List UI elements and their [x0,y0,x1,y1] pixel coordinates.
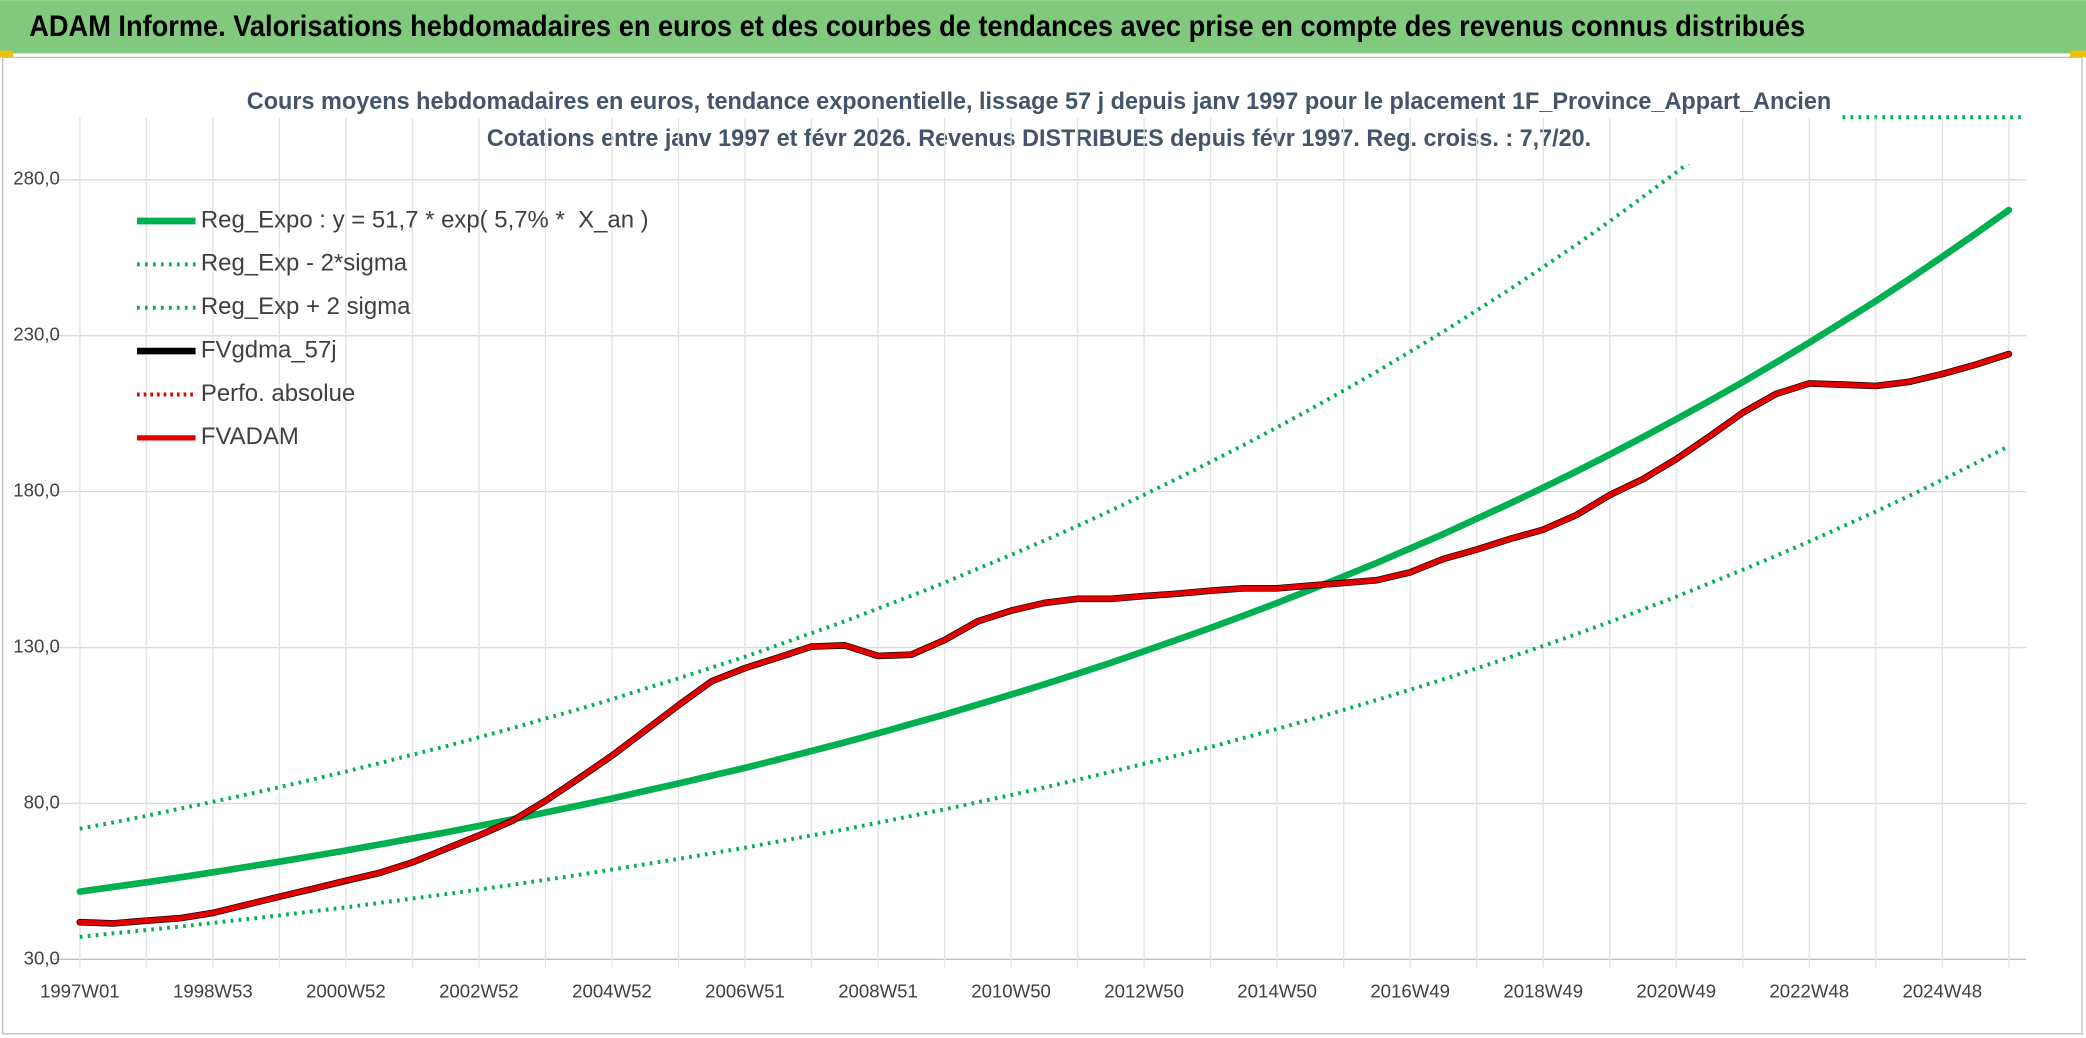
x-tick-label: 2018W49 [1503,981,1583,1002]
page-title: ADAM Informe. Valorisations hebdomadaire… [29,11,1805,43]
corner [2070,50,2086,58]
header-band [0,0,2086,54]
chart-title: Cours moyens hebdomadaires en euros, ten… [247,88,1831,115]
x-tick-label: 2014W50 [1237,981,1317,1002]
x-tick-label: 2010W50 [971,981,1051,1002]
x-tick-label: 2022W48 [1769,981,1849,1002]
x-tick-label: 2004W52 [572,981,652,1002]
legend-label: Reg_Exp - 2*sigma [201,250,408,277]
legend-label: Reg_Expo : y = 51,7 * exp( 5,7% * X_an ) [201,206,649,233]
y-tick-label: 180,0 [13,480,60,501]
y-tick-label: 130,0 [13,635,60,656]
chart-subtitle: Cotations entre janv 1997 et févr 2026. … [487,125,1591,152]
x-tick-label: 1998W53 [173,981,253,1002]
legend-label: FVgdma_57j [201,336,337,363]
y-tick-label: 30,0 [24,947,60,968]
x-tick-label: 1997W01 [40,981,120,1002]
corner [0,50,14,58]
legend-label: FVADAM [201,423,299,450]
x-tick-label: 2002W52 [439,981,519,1002]
series-line [76,206,2013,895]
y-tick-label: 230,0 [13,324,60,345]
x-tick-label: 2020W49 [1636,981,1716,1002]
legend-label: Perfo. absolue [201,380,355,407]
series-line [79,164,1691,831]
x-tick-label: 2000W52 [306,981,386,1002]
series-line [77,351,2012,927]
x-tick-label: 2006W51 [705,981,785,1002]
chart-frame [1,56,2083,1035]
legend-label: Reg_Exp + 2 sigma [201,293,411,320]
x-tick-label: 2012W50 [1104,981,1184,1002]
x-tick-label: 2008W51 [838,981,918,1002]
y-tick-label: 80,0 [24,791,60,812]
x-tick-label: 2016W49 [1370,981,1450,1002]
x-tick-label: 2024W48 [1902,981,1982,1002]
y-tick-label: 280,0 [13,168,60,189]
